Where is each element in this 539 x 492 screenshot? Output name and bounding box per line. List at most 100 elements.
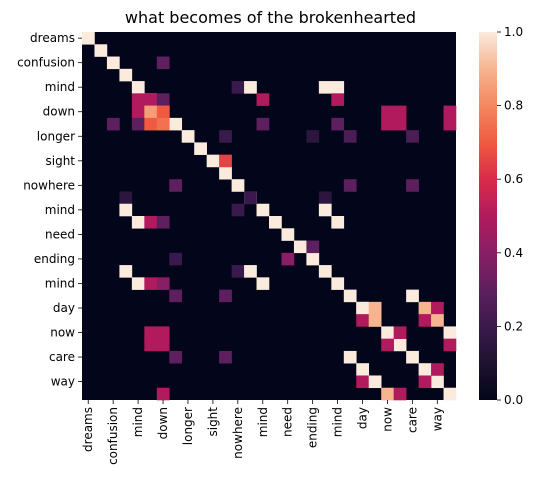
heatmap-cell: [219, 166, 232, 180]
heatmap-cell: [443, 117, 457, 131]
y-tick-label: mind: [45, 203, 75, 217]
heatmap-cell: [131, 93, 145, 106]
heatmap-cell: [443, 387, 457, 401]
heatmap-cell: [144, 93, 158, 106]
x-tick-label: ending: [306, 407, 320, 448]
y-tick-label: longer: [37, 129, 75, 143]
heatmap-cell: [231, 81, 245, 94]
y-tick-label: day: [53, 301, 75, 315]
heatmap-cell: [381, 326, 394, 339]
heatmap-cell: [406, 179, 419, 192]
x-tick-label: need: [281, 407, 295, 437]
heatmap-cell: [318, 191, 332, 205]
heatmap-cell: [156, 56, 170, 70]
y-tick-label: way: [51, 375, 75, 389]
heatmap-cell: [418, 301, 432, 315]
heatmap-cell: [356, 375, 370, 389]
heatmap-cell: [343, 289, 357, 303]
x-tick-label: mind: [256, 407, 270, 437]
heatmap-cell: [156, 117, 170, 131]
heatmap-cell: [156, 105, 170, 119]
heatmap-cell: [119, 68, 133, 82]
heatmap-cell: [431, 301, 444, 315]
heatmap-cell: [318, 81, 332, 94]
colorbar-tick-label: 0.2: [504, 319, 523, 333]
heatmap-cell: [144, 338, 158, 352]
heatmap-cell: [318, 203, 332, 217]
heatmap-cell: [244, 265, 257, 278]
heatmap-cell: [293, 240, 307, 254]
heatmap-cell: [418, 375, 432, 389]
y-ticks: dreams confusion mind down longer sight nowher…: [17, 31, 82, 389]
heatmap-cell: [406, 289, 419, 303]
y-tick-label: now: [50, 326, 75, 340]
heatmap-cell: [306, 252, 320, 266]
x-tick-label: now: [380, 407, 394, 432]
heatmap-cell: [156, 216, 170, 229]
heatmap-cell: [156, 277, 170, 290]
heatmap-cell: [356, 301, 370, 315]
heatmap-cell: [256, 93, 270, 106]
y-tick-label: mind: [45, 276, 75, 290]
x-tick-label: way: [430, 407, 444, 431]
colorbar-ticks: 0.0 0.2 0.4 0.6 0.8 1.0: [497, 25, 523, 407]
colorbar: [479, 32, 497, 400]
heatmap-cell: [119, 203, 133, 217]
heatmap-cell: [356, 314, 370, 327]
heatmap-cell: [331, 216, 345, 229]
heatmap-cell: [231, 179, 245, 192]
x-tick-label: nowhere: [231, 407, 245, 459]
heatmap-cell: [393, 105, 407, 119]
x-tick-label: sight: [206, 407, 220, 437]
heatmap-cell: [156, 338, 170, 352]
y-tick-label: mind: [45, 80, 75, 94]
colorbar-tick-label: 0.8: [504, 99, 523, 113]
heatmap-cell: [169, 117, 183, 131]
heatmap-cell: [219, 130, 232, 143]
heatmap-cell: [318, 265, 332, 278]
heatmap-cell: [368, 301, 382, 315]
x-tick-label: mind: [131, 407, 145, 437]
heatmap-cell: [169, 179, 183, 192]
heatmap-cell: [244, 81, 257, 94]
heatmap-cell: [281, 252, 295, 266]
heatmap-cell: [206, 154, 220, 168]
heatmap-cell: [393, 117, 407, 131]
y-tick-label: down: [43, 105, 75, 119]
y-tick-label: sight: [45, 154, 75, 168]
heatmap-cell: [219, 289, 232, 303]
heatmap-cell: [331, 277, 345, 290]
colorbar-tick-label: 0.4: [504, 246, 523, 260]
heatmap-cell: [431, 363, 444, 376]
heatmap-cell: [144, 216, 158, 229]
heatmap-cell: [406, 130, 419, 143]
heatmap-cell: [343, 130, 357, 143]
heatmap-cell: [393, 387, 407, 401]
heatmap-cell: [443, 338, 457, 352]
heatmap-cell: [331, 117, 345, 131]
heatmap-cell: [306, 130, 320, 143]
heatmap-cell: [331, 93, 345, 106]
heatmap-cell: [306, 240, 320, 254]
heatmap-cell: [256, 117, 270, 131]
x-tick-label: confusion: [106, 407, 120, 465]
heatmap-cell: [131, 216, 145, 229]
heatmap-cell: [256, 277, 270, 290]
heatmap-cell: [418, 314, 432, 327]
chart-title: what becomes of the brokenhearted: [125, 8, 416, 27]
heatmap-cell: [156, 93, 170, 106]
heatmap-cell: [219, 350, 232, 364]
heatmap-cell: [231, 203, 245, 217]
heatmap-cell: [331, 81, 345, 94]
heatmap-cell: [106, 56, 120, 70]
heatmap-cell: [156, 387, 170, 401]
heatmap-cell: [244, 191, 257, 205]
colorbar-tick-label: 0.0: [504, 393, 523, 407]
heatmap-cell: [231, 265, 245, 278]
heatmap-cell: [343, 179, 357, 192]
heatmap-cell: [381, 117, 394, 131]
heatmap-cell: [269, 216, 282, 229]
heatmap-cell: [431, 314, 444, 327]
heatmap-cell: [393, 326, 407, 339]
heatmap-cell: [443, 326, 457, 339]
